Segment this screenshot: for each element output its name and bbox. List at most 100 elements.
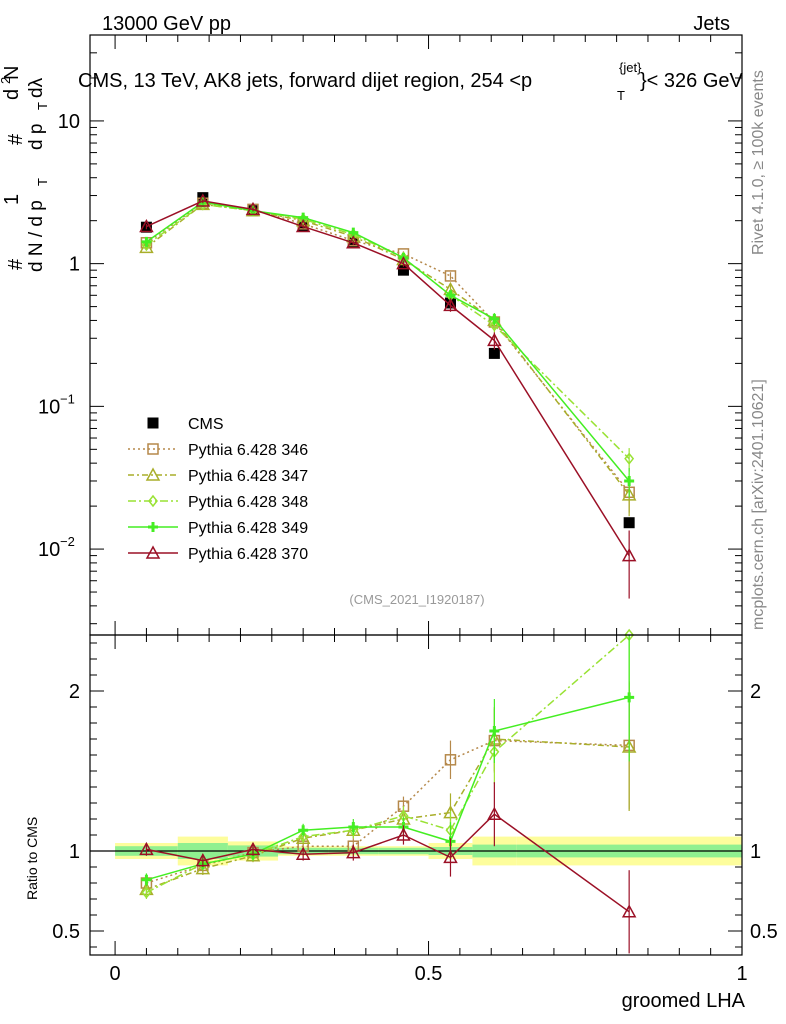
data-point	[624, 475, 635, 486]
ratio-point	[298, 830, 309, 843]
y-title-hash: #	[5, 258, 27, 270]
title-sup: {jet}	[619, 60, 642, 75]
legend-label: Pythia 6.428 370	[188, 546, 308, 563]
ratio-point	[346, 845, 361, 859]
x-tick-label: 0	[110, 963, 121, 985]
ratio-y-tick-label: 2	[69, 681, 80, 703]
ratio-point	[141, 886, 152, 899]
data-point	[487, 332, 502, 347]
ratio-point	[139, 841, 154, 856]
x-axis-title: groomed LHA	[622, 990, 746, 1012]
series-line-p348	[145, 203, 630, 460]
main-y-tick-label-0.01: 10	[38, 539, 60, 561]
legend-label: Pythia 6.428 349	[188, 520, 308, 537]
x-tick-label: 1	[736, 963, 747, 985]
ratio-line-p347	[146, 738, 630, 891]
y-title-exp2: 2	[0, 77, 13, 84]
ratio-point	[443, 849, 458, 864]
main-y-tick-label-0.1-exp: −1	[60, 391, 75, 406]
energy-label: 13000 GeV pp	[102, 13, 231, 35]
ratio-point	[195, 853, 211, 867]
ratio-point	[298, 825, 309, 836]
y-title-t2: T	[35, 102, 50, 110]
ratio-y-tick-label-right: 0.5	[750, 921, 778, 943]
main-y-tick-label-0.1: 10	[38, 396, 60, 418]
legend-label: Pythia 6.428 347	[188, 468, 308, 485]
data-point	[489, 319, 500, 332]
ratio-point	[489, 726, 500, 736]
data-point	[621, 548, 637, 562]
ratio-frame	[89, 634, 743, 956]
data-point	[488, 347, 500, 359]
data-point	[396, 256, 411, 270]
data-point	[489, 313, 500, 324]
main-y-tick-label-0.01-exp: −2	[60, 534, 75, 549]
legend-marker	[148, 494, 158, 508]
ratio-y-axis-title: Ratio to CMS	[24, 817, 40, 900]
ratio-point	[444, 754, 457, 766]
legend-label: CMS	[188, 416, 224, 433]
legend-item-p370: Pythia 6.428 370	[128, 545, 308, 563]
ratio-point	[195, 861, 211, 875]
title-sub: T	[617, 88, 625, 103]
data-point	[623, 517, 635, 529]
ratio-point	[348, 822, 359, 832]
legend-item-p347: Pythia 6.428 347	[128, 467, 308, 485]
analysis-watermark: (CMS_2021_I1920187)	[349, 592, 484, 607]
legend-label: Pythia 6.428 348	[188, 494, 308, 511]
data-point	[139, 218, 154, 233]
data-point	[346, 235, 361, 249]
y-title-d2n: d	[1, 89, 23, 100]
rivet-version-label: Rivet 4.1.0, ≥ 100k events	[750, 70, 767, 255]
series-p370	[139, 193, 637, 599]
legend-item-p348: Pythia 6.428 348	[128, 494, 308, 511]
ratio-point	[487, 806, 502, 820]
x-tick-label: 0.5	[415, 963, 443, 985]
data-point	[444, 270, 457, 282]
ratio-y-tick-label: 0.5	[52, 921, 80, 943]
data-point	[295, 218, 311, 233]
data-point	[443, 297, 458, 312]
ratio-y-tick-label-right: 2	[750, 681, 761, 703]
ratio-series-p370	[139, 782, 637, 954]
ratio-y-tick-label-right: 1	[750, 841, 761, 863]
y-title-hash2: #	[5, 133, 27, 145]
ratio-point	[621, 904, 637, 918]
data-point	[195, 193, 211, 207]
main-y-axis-title: 1 d N / d p T # d 2 N # d p T dλ	[0, 66, 50, 272]
legend-marker	[147, 443, 159, 455]
legend-item-cms: CMS	[147, 416, 224, 433]
main-series-group	[139, 192, 637, 599]
y-title-one: 1	[1, 194, 23, 205]
ratio-point	[624, 692, 635, 703]
ratio-y-tick-label: 1	[69, 841, 80, 863]
series-p346	[140, 197, 635, 513]
source-label: mcplots.cern.ch [arXiv:2401.10621]	[750, 379, 767, 630]
y-title-dp: d p	[26, 124, 47, 150]
y-title-dn: d N / d p	[26, 200, 47, 272]
legend-item-p346: Pythia 6.428 346	[128, 442, 308, 459]
main-title: CMS, 13 TeV, AK8 jets, forward dijet reg…	[78, 60, 744, 103]
ratio-point	[141, 874, 152, 885]
title-end: }< 326 GeV	[640, 70, 744, 92]
main-y-tick-label-10: 10	[58, 111, 80, 133]
legend-marker	[147, 417, 159, 429]
main-y-tick-label-1: 1	[69, 254, 80, 276]
ratio-point	[396, 827, 411, 841]
legend-marker	[148, 522, 158, 532]
data-point	[624, 452, 635, 465]
legend-marker	[145, 467, 161, 481]
ratio-point	[295, 846, 311, 860]
y-title-n: N	[1, 66, 23, 80]
data-point	[621, 487, 637, 501]
legend-item-p349: Pythia 6.428 349	[128, 520, 308, 537]
title-text: CMS, 13 TeV, AK8 jets, forward dijet reg…	[78, 70, 532, 92]
ratio-series-group	[139, 628, 637, 954]
main-frame	[89, 34, 743, 636]
legend-label: Pythia 6.428 346	[188, 442, 308, 459]
ratio-point	[245, 841, 261, 856]
ratio-point	[348, 823, 359, 837]
y-title-dl: dλ	[26, 77, 47, 98]
data-point	[245, 201, 261, 216]
